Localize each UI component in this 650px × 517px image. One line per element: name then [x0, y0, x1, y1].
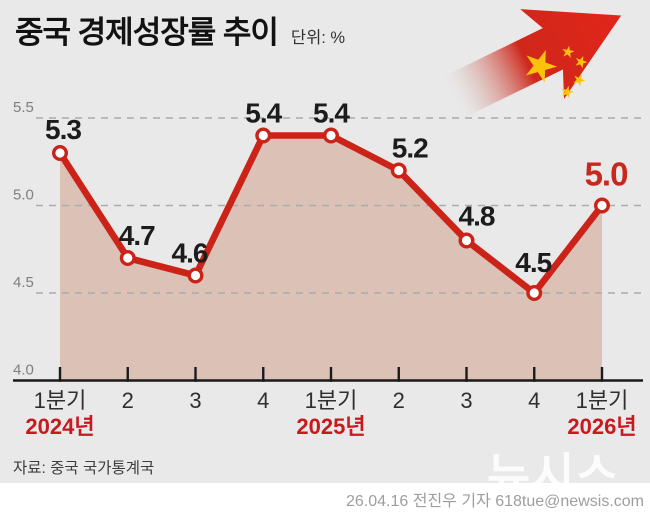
unit-label: 단위: %: [290, 28, 346, 47]
xtick-label: 1분기: [34, 388, 87, 413]
value-label: 5.0: [585, 156, 628, 193]
data-point-marker: [52, 144, 69, 161]
xtick-label: 1분기: [305, 388, 358, 413]
credit-line: 26.04.16 전진우 기자 618tue@newsis.com: [346, 493, 644, 510]
value-label: 4.8: [459, 201, 495, 232]
xtick-label: 2: [393, 388, 405, 413]
newsis-watermark: 뉴시스: [487, 449, 620, 502]
xtick-label: 4: [257, 388, 269, 413]
page-title: 중국 경제성장률 추이: [15, 15, 279, 50]
data-point-marker: [323, 127, 340, 144]
xtick-label: 4: [528, 388, 540, 413]
data-point-marker: [187, 267, 204, 284]
footer-strip: [0, 483, 650, 517]
value-label: 5.4: [245, 98, 282, 129]
xtick-label: 3: [460, 388, 472, 413]
data-point-marker: [255, 127, 272, 144]
value-label: 4.5: [515, 247, 551, 278]
data-point-marker: [458, 232, 475, 249]
data-point-marker: [526, 285, 543, 302]
value-label: 4.7: [119, 220, 155, 251]
xtick-label: 2: [122, 388, 134, 413]
value-label: 4.6: [172, 238, 208, 269]
ytick-label: 5.5: [13, 99, 34, 116]
value-label: 5.2: [392, 133, 428, 164]
year-label: 2026년: [567, 414, 636, 439]
year-label: 2025년: [296, 414, 365, 439]
area-fill: [60, 135, 602, 381]
ytick-label: 5.0: [13, 187, 34, 204]
data-point-marker: [119, 249, 136, 266]
header: 중국 경제성장률 추이 단위: %: [15, 15, 346, 51]
china-flag-arrow-icon: [443, 9, 622, 117]
growth-line-chart: 5.34.74.65.4 5.45.24.84.55.05.55.04.54.01…: [13, 98, 643, 439]
value-label: 5.3: [45, 114, 81, 145]
data-point-marker: [390, 162, 407, 179]
year-label: 2024년: [25, 414, 94, 439]
data-point-marker: [594, 197, 611, 214]
ytick-label: 4.0: [13, 362, 34, 379]
xtick-label: 3: [189, 388, 201, 413]
source-label: 자료: 중국 국가통계국: [13, 460, 155, 477]
xtick-label: 1분기: [576, 388, 629, 413]
value-label: 5.4: [313, 98, 350, 129]
ytick-label: 4.5: [13, 274, 34, 291]
